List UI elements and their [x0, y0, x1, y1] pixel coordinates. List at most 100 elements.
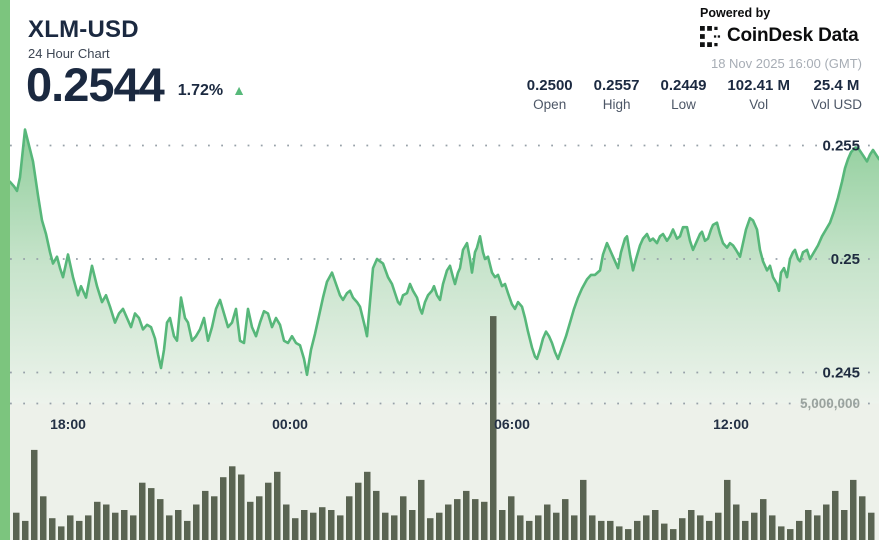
volume-bar — [220, 477, 227, 540]
volume-bar — [670, 529, 677, 540]
volume-axis-tick-label: 5,000,000 — [800, 396, 860, 411]
volume-bar — [760, 499, 767, 540]
volume-bar — [778, 526, 785, 540]
volume-bar — [238, 474, 245, 540]
x-axis-tick-label: 00:00 — [272, 416, 308, 432]
volume-bar — [571, 515, 578, 540]
volume-bar — [139, 482, 146, 540]
y-axis-tick-label: 0.255 — [822, 138, 860, 155]
volume-bar — [688, 510, 695, 540]
stat-vol-label: Vol — [749, 97, 769, 112]
y-axis-tick-label: 0.245 — [822, 365, 860, 382]
volume-bar — [436, 512, 443, 540]
volume-bar — [76, 520, 83, 540]
volume-bar — [364, 471, 371, 540]
volume-bar — [112, 512, 119, 540]
volume-bar — [319, 507, 326, 540]
volume-bar — [130, 515, 137, 540]
volume-bar — [256, 496, 263, 540]
volume-bar — [337, 515, 344, 540]
volume-bar — [598, 520, 605, 540]
price-area-fill — [10, 129, 879, 404]
volume-bar — [859, 496, 866, 540]
volume-bar — [463, 490, 470, 540]
volume-bar — [49, 518, 56, 540]
volume-bar — [310, 512, 317, 540]
volume-bar — [328, 510, 335, 540]
volume-bar — [31, 449, 38, 540]
volume-bar — [589, 515, 596, 540]
volume-bar — [274, 471, 281, 540]
volume-bar — [13, 512, 20, 540]
volume-bar — [202, 490, 209, 540]
volume-bar — [823, 504, 830, 540]
stat-high: 0.2557 High — [594, 77, 640, 112]
volume-bar — [553, 512, 560, 540]
volume-bar — [373, 490, 380, 540]
stat-high-label: High — [602, 97, 631, 112]
coindesk-logo-icon — [700, 25, 721, 47]
volume-bar — [769, 515, 776, 540]
volume-bar — [103, 504, 110, 540]
ohlc-stats: 0.2500 Open 0.2557 High 0.2449 Low 102.4… — [527, 77, 862, 112]
volume-bar — [166, 515, 173, 540]
volume-bar — [706, 520, 713, 540]
price-row: 0.2544 1.72% ▲ — [26, 60, 246, 109]
volume-bar — [454, 499, 461, 540]
coindesk-brand-name: CoinDesk Data — [727, 25, 859, 46]
left-accent-bar — [0, 0, 10, 540]
volume-bar — [355, 482, 362, 540]
volume-bar — [445, 504, 452, 540]
volume-bar — [157, 499, 164, 540]
volume-bar — [544, 504, 551, 540]
volume-bar — [607, 520, 614, 540]
volume-bar — [94, 501, 101, 540]
chart-timestamp: 18 Nov 2025 16:00 (GMT) — [710, 56, 862, 71]
brand-block: Powered by CoinDesk Data — [700, 6, 870, 47]
volume-bar — [247, 501, 254, 540]
volume-bar — [751, 512, 758, 540]
price-line — [8, 128, 879, 377]
volume-bar — [427, 518, 434, 540]
volume-bar — [85, 515, 92, 540]
volume-bar — [616, 526, 623, 540]
volume-bar — [382, 512, 389, 540]
volume-bar — [148, 488, 155, 540]
volume-bar — [643, 515, 650, 540]
up-arrow-icon: ▲ — [232, 82, 246, 98]
stat-vol-usd: 25.4 M Vol USD — [811, 77, 862, 112]
stat-open-value: 0.2500 — [526, 77, 573, 94]
volume-bar — [868, 512, 875, 540]
volume-bar — [562, 499, 569, 540]
volume-bar — [724, 479, 731, 540]
volume-bar — [301, 510, 308, 540]
volume-bar — [409, 510, 416, 540]
volume-bar — [733, 504, 740, 540]
volume-bar — [805, 510, 812, 540]
volume-bar — [481, 501, 488, 540]
volume-bar — [841, 510, 848, 540]
volume-bar — [67, 515, 74, 540]
stat-low: 0.2449 Low — [661, 77, 707, 112]
volume-bar — [508, 496, 515, 540]
volume-bar — [400, 496, 407, 540]
volume-bar — [787, 529, 794, 540]
current-price: 0.2544 — [26, 58, 165, 111]
volume-bar — [517, 515, 524, 540]
volume-bar — [184, 520, 191, 540]
chart-header: XLM-USD 24 Hour Chart 0.2544 1.72% ▲ Power… — [0, 0, 879, 115]
volume-bar — [229, 466, 236, 540]
volume-bar — [634, 520, 641, 540]
volume-bar — [850, 479, 857, 540]
x-axis-tick-label: 18:00 — [50, 416, 86, 432]
volume-bar — [580, 479, 587, 540]
volume-bar — [625, 529, 632, 540]
x-axis-tick-label: 12:00 — [713, 416, 749, 432]
powered-by-label: Powered by — [700, 6, 771, 20]
volume-bar — [175, 510, 182, 540]
volume-bar — [283, 504, 290, 540]
volume-bar — [652, 510, 659, 540]
volume-bar — [535, 515, 542, 540]
